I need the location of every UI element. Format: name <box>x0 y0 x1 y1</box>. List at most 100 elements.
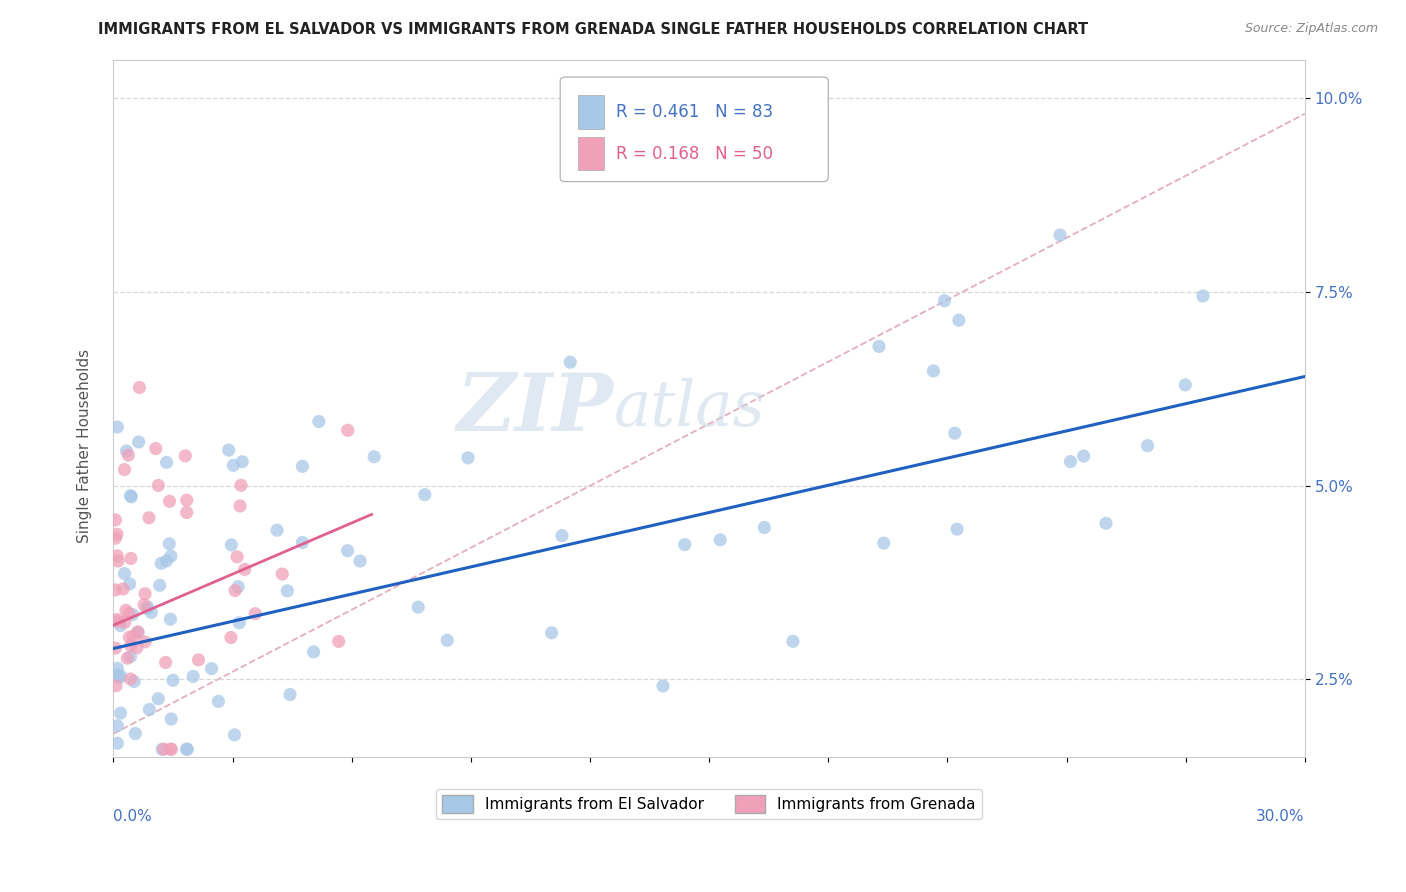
Point <box>120 489 142 503</box>
Point <box>308 415 330 429</box>
Point <box>229 478 252 492</box>
Point <box>104 531 127 545</box>
FancyBboxPatch shape <box>578 137 605 170</box>
Point <box>221 538 243 552</box>
Point <box>118 577 141 591</box>
Point <box>868 339 890 353</box>
Point <box>873 536 896 550</box>
Point <box>159 612 181 626</box>
Point <box>219 631 242 645</box>
Point <box>134 635 156 649</box>
Point <box>105 420 128 434</box>
Point <box>148 478 170 492</box>
Point <box>155 554 177 568</box>
Point <box>138 702 160 716</box>
Point <box>1192 289 1215 303</box>
Point <box>125 640 148 655</box>
Point <box>120 639 142 653</box>
Point <box>673 538 696 552</box>
Point <box>138 510 160 524</box>
Point <box>709 533 731 547</box>
Point <box>754 520 776 534</box>
Point <box>118 607 141 621</box>
Point <box>291 459 314 474</box>
Point <box>104 641 127 656</box>
Text: R = 0.461   N = 83: R = 0.461 N = 83 <box>616 103 773 121</box>
Point <box>226 580 249 594</box>
Point <box>200 662 222 676</box>
Point <box>108 671 131 685</box>
Point <box>782 634 804 648</box>
Point <box>934 293 956 308</box>
Point <box>122 629 145 643</box>
Point <box>652 679 675 693</box>
Point <box>224 583 246 598</box>
Point <box>150 557 173 571</box>
Point <box>302 645 325 659</box>
Text: ZIP: ZIP <box>457 369 614 447</box>
Point <box>228 615 250 630</box>
Point <box>413 488 436 502</box>
Point <box>160 549 183 563</box>
Point <box>105 667 128 681</box>
Point <box>406 600 429 615</box>
Point <box>115 603 138 617</box>
Point <box>271 567 294 582</box>
Point <box>105 719 128 733</box>
Point <box>233 562 256 576</box>
Point <box>114 615 136 630</box>
Point <box>551 528 574 542</box>
Point <box>104 513 127 527</box>
Point <box>120 672 142 686</box>
Text: 30.0%: 30.0% <box>1257 809 1305 824</box>
Point <box>110 706 132 720</box>
Point <box>278 688 301 702</box>
Point <box>114 566 136 581</box>
Point <box>152 742 174 756</box>
Point <box>457 450 479 465</box>
Point <box>120 649 142 664</box>
Point <box>155 656 177 670</box>
Point <box>105 549 128 563</box>
Point <box>115 444 138 458</box>
Text: atlas: atlas <box>614 377 765 439</box>
Point <box>124 726 146 740</box>
Point <box>122 674 145 689</box>
Point <box>922 364 945 378</box>
Text: Single Father Households: Single Father Households <box>77 349 91 543</box>
Point <box>114 462 136 476</box>
Point <box>156 455 179 469</box>
Text: R = 0.168   N = 50: R = 0.168 N = 50 <box>616 145 773 162</box>
Point <box>148 691 170 706</box>
Point <box>231 455 253 469</box>
FancyBboxPatch shape <box>578 95 605 128</box>
Point <box>226 549 249 564</box>
Point <box>948 313 970 327</box>
Point <box>222 458 245 473</box>
Point <box>266 523 288 537</box>
Point <box>150 742 173 756</box>
Point <box>181 669 204 683</box>
Point <box>105 661 128 675</box>
Point <box>117 448 139 462</box>
Point <box>1073 449 1095 463</box>
Point <box>229 499 252 513</box>
Point <box>105 679 128 693</box>
Point <box>136 601 159 615</box>
Point <box>159 742 181 756</box>
Point <box>176 493 198 508</box>
Point <box>349 554 371 568</box>
Point <box>540 625 562 640</box>
Point <box>176 742 198 756</box>
Point <box>336 423 359 437</box>
Point <box>943 426 966 441</box>
Point <box>1059 454 1081 468</box>
Point <box>560 355 582 369</box>
Point <box>224 728 246 742</box>
Point <box>160 712 183 726</box>
Point <box>120 551 142 566</box>
Point <box>127 625 149 640</box>
Point <box>121 607 143 622</box>
Point <box>176 505 198 519</box>
Point <box>245 607 267 621</box>
